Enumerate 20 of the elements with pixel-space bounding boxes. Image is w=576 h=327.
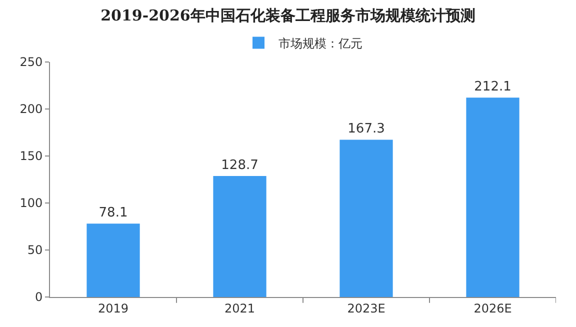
data-label: 212.1 [474, 80, 512, 95]
y-tick-label: 0 [34, 290, 43, 304]
data-label: 78.1 [98, 206, 128, 221]
x-tick-label: 2026E [474, 301, 512, 316]
y-tick-label: 50 [27, 243, 43, 258]
x-tick-label: 2019 [98, 301, 129, 316]
legend-label: 市场规模：亿元 [278, 36, 362, 50]
y-tick-label: 250 [20, 55, 43, 70]
bar [86, 224, 140, 297]
y-tick-label: 200 [20, 102, 43, 116]
y-tick-label: 150 [20, 149, 43, 164]
y-tick-label: 100 [20, 196, 43, 210]
bar [213, 176, 266, 297]
bar [340, 140, 393, 297]
x-tick-label: 2023E [347, 301, 386, 316]
bar [466, 98, 520, 297]
data-label: 167.3 [348, 122, 385, 137]
chart-title: 2019-2026年中国石化装备工程服务市场规模统计预测 [100, 6, 476, 24]
x-tick-label: 2021 [224, 301, 256, 316]
data-label: 128.7 [221, 158, 258, 174]
